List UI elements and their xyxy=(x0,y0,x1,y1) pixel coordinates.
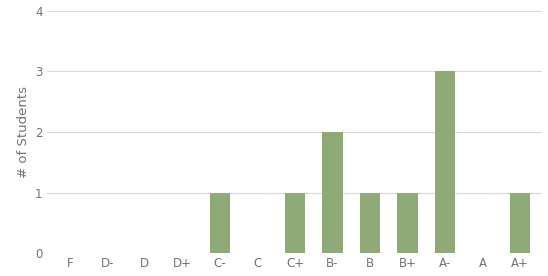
Bar xyxy=(284,193,305,253)
Bar xyxy=(435,71,455,253)
Bar xyxy=(322,132,342,253)
Bar xyxy=(397,193,418,253)
Y-axis label: # of Students: # of Students xyxy=(16,86,30,178)
Bar xyxy=(510,193,530,253)
Bar xyxy=(210,193,230,253)
Bar xyxy=(359,193,380,253)
